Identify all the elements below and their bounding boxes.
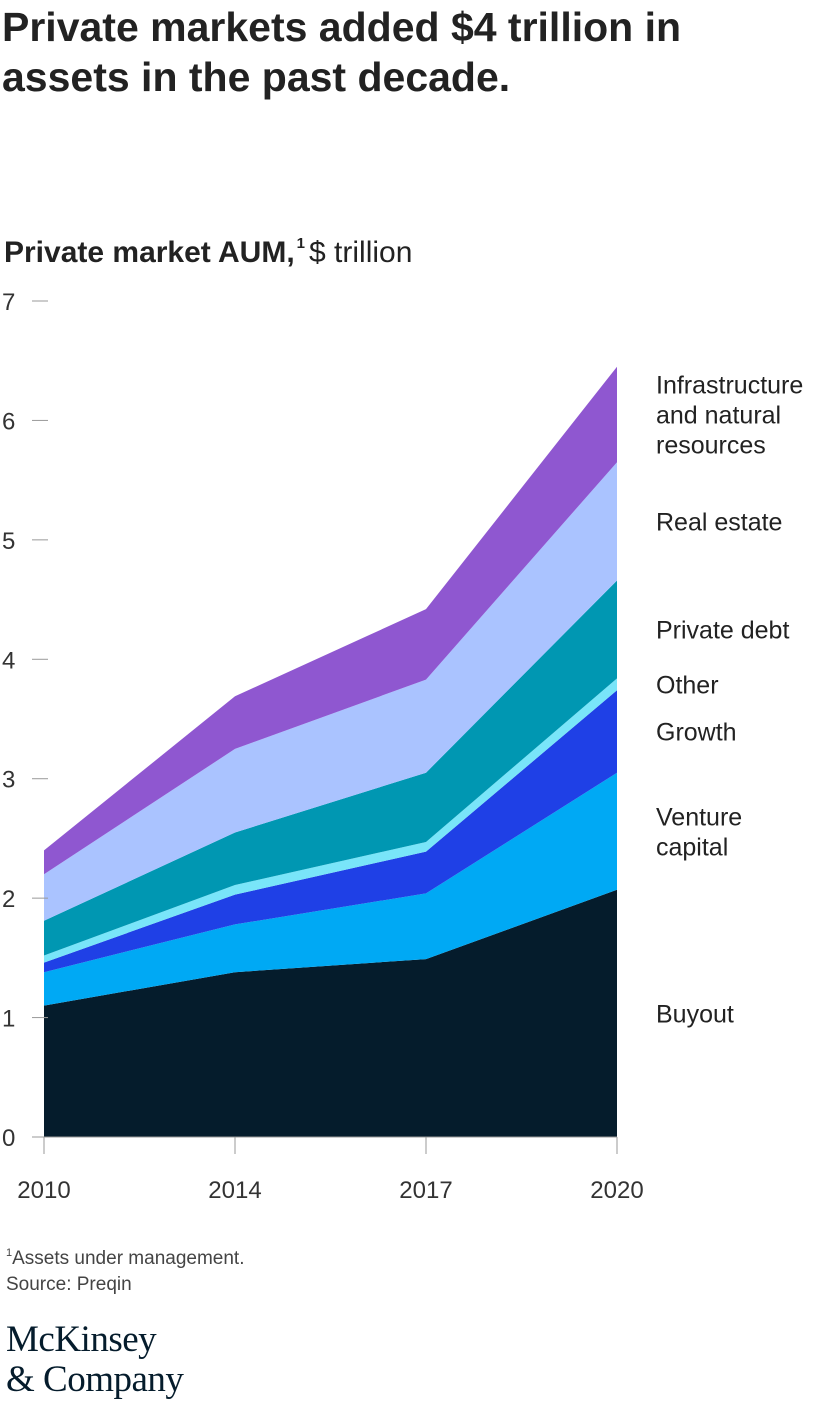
series-label-line: Private debt: [656, 616, 789, 644]
footnote-definition-line: 1Assets under management.: [6, 1240, 244, 1272]
y-tick-label: 2: [2, 886, 15, 913]
area-series-group: [44, 366, 617, 1137]
series-label-line: Growth: [656, 719, 737, 747]
area-buyout: [44, 889, 617, 1137]
series-label-venture-capital: Venture capital: [656, 803, 742, 861]
logo-line-2: & Company: [6, 1359, 184, 1400]
series-label-infrastructure-and-natural-resources: Infrastructure and natural resources: [656, 371, 803, 459]
series-label-line: and natural: [656, 401, 781, 429]
chart-title: Private markets added $4 trillion in ass…: [2, 4, 682, 100]
chart-subtitle: Private market AUM, 1 $ trillion: [4, 226, 412, 271]
logo-line-1: McKinsey: [6, 1319, 157, 1360]
y-tick-label: 7: [2, 289, 15, 316]
series-label-line: resources: [656, 431, 766, 459]
y-axis: 0 1 2 3 4 5 6 7: [2, 289, 48, 1152]
footnote-definition: Assets under management.: [12, 1248, 245, 1269]
area-private-debt: [44, 580, 617, 956]
series-label-line: Venture: [656, 803, 742, 831]
y-tick-label: 0: [2, 1125, 15, 1152]
y-tick-label: 6: [2, 408, 15, 435]
series-label-line: Real estate: [656, 508, 782, 536]
series-label-private-debt: Private debt: [656, 616, 789, 644]
y-tick-label: 3: [2, 767, 15, 794]
series-label-line: Other: [656, 671, 719, 699]
source-note: Source: Preqin: [6, 1274, 132, 1295]
footnote-mark: 1: [6, 1247, 13, 1259]
subtitle-footnote-mark: 1: [296, 235, 306, 252]
subtitle-label: Private market AUM,: [4, 236, 295, 269]
x-axis: 2010 2014 2017 2020: [17, 1136, 644, 1204]
series-label-growth: Growth: [656, 719, 737, 747]
series-label-buyout: Buyout: [656, 1000, 734, 1028]
area-growth: [44, 690, 617, 973]
y-tick-label: 5: [2, 528, 15, 555]
footnotes: 1Assets under management. Source: Preqin: [6, 1240, 244, 1298]
series-label-other: Other: [656, 671, 719, 699]
area-real-estate: [44, 462, 617, 921]
series-labels: Buyout Venture capital Growth Other Private d…: [656, 371, 803, 1028]
series-label-line: Buyout: [656, 1000, 734, 1028]
series-label-real-estate: Real estate: [656, 508, 782, 536]
x-tick-label: 2010: [17, 1177, 70, 1204]
series-label-line: Infrastructure: [656, 371, 803, 399]
area-venture-capital: [44, 772, 617, 1006]
y-tick-label: 1: [2, 1006, 15, 1033]
stacked-area-chart: 0 1 2 3 4 5 6 7 2010 2014 2017 2020 Buyout Venture c…: [2, 289, 803, 1204]
subtitle-unit: $ trillion: [309, 236, 413, 269]
series-label-line: capital: [656, 833, 728, 861]
x-tick-label: 2017: [399, 1177, 452, 1204]
area-infrastructure-and-natural-resources: [44, 366, 617, 875]
y-tick-label: 4: [2, 647, 15, 674]
x-tick-label: 2014: [208, 1177, 261, 1204]
x-tick-label: 2020: [590, 1177, 643, 1204]
mckinsey-logo: McKinsey & Company: [6, 1319, 184, 1400]
